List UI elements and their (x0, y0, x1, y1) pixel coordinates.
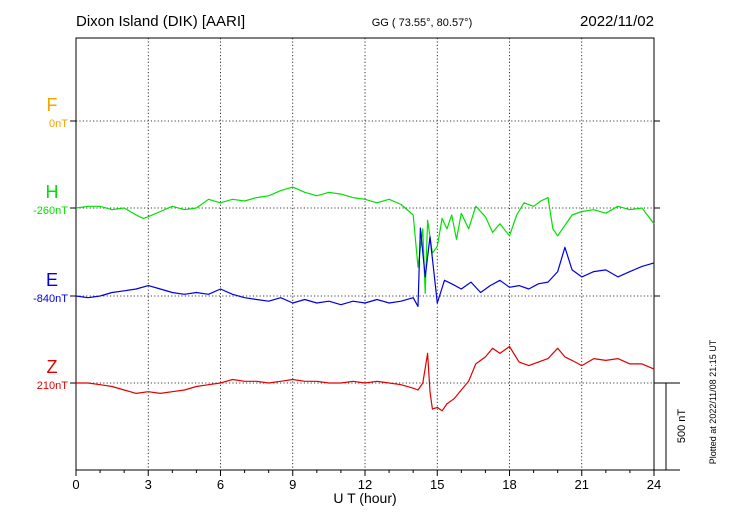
series-line-z (76, 345, 655, 412)
x-tick-label: 24 (647, 477, 661, 492)
coords-label: GG ( 73.55°, 80.57°) (372, 17, 473, 29)
x-tick-label: 21 (575, 477, 589, 492)
x-tick-label: 18 (502, 477, 516, 492)
scale-bar-label: 500 nT (676, 409, 688, 444)
series-name-z: Z (47, 357, 58, 377)
x-tick-label: 0 (72, 477, 79, 492)
series-line-e (75, 227, 655, 307)
x-tick-label: 6 (217, 477, 224, 492)
series-name-e: E (46, 270, 58, 290)
series-baseline-z: 210nT (37, 380, 68, 392)
date-label: 2022/11/02 (580, 13, 654, 30)
series-lines (75, 186, 655, 412)
series-name-f: F (47, 95, 58, 115)
x-tick-label: 9 (289, 477, 296, 492)
series-baseline-e: -840nT (33, 293, 68, 305)
x-axis-label: U T (hour) (333, 490, 396, 506)
grid (70, 38, 660, 470)
x-tick-label: 3 (145, 477, 152, 492)
x-tick-label: 12 (358, 477, 372, 492)
series-line-h (75, 186, 655, 294)
x-tick-label: 15 (430, 477, 444, 492)
series-labels: F 0nT H -260nT E -840nT Z 210nT (33, 95, 68, 392)
station-title: Dixon Island (DIK) [AARI] (76, 13, 245, 30)
series-name-h: H (46, 182, 59, 202)
series-baseline-h: -260nT (33, 205, 68, 217)
series-baseline-f: 0nT (49, 118, 68, 130)
plotted-at-label: Plotted at 2022/11/08 21:15 UT (708, 339, 718, 464)
x-axis: 0 3 6 9 12 15 18 21 24 (72, 470, 661, 492)
scale-bar: 500 nT (654, 382, 688, 471)
